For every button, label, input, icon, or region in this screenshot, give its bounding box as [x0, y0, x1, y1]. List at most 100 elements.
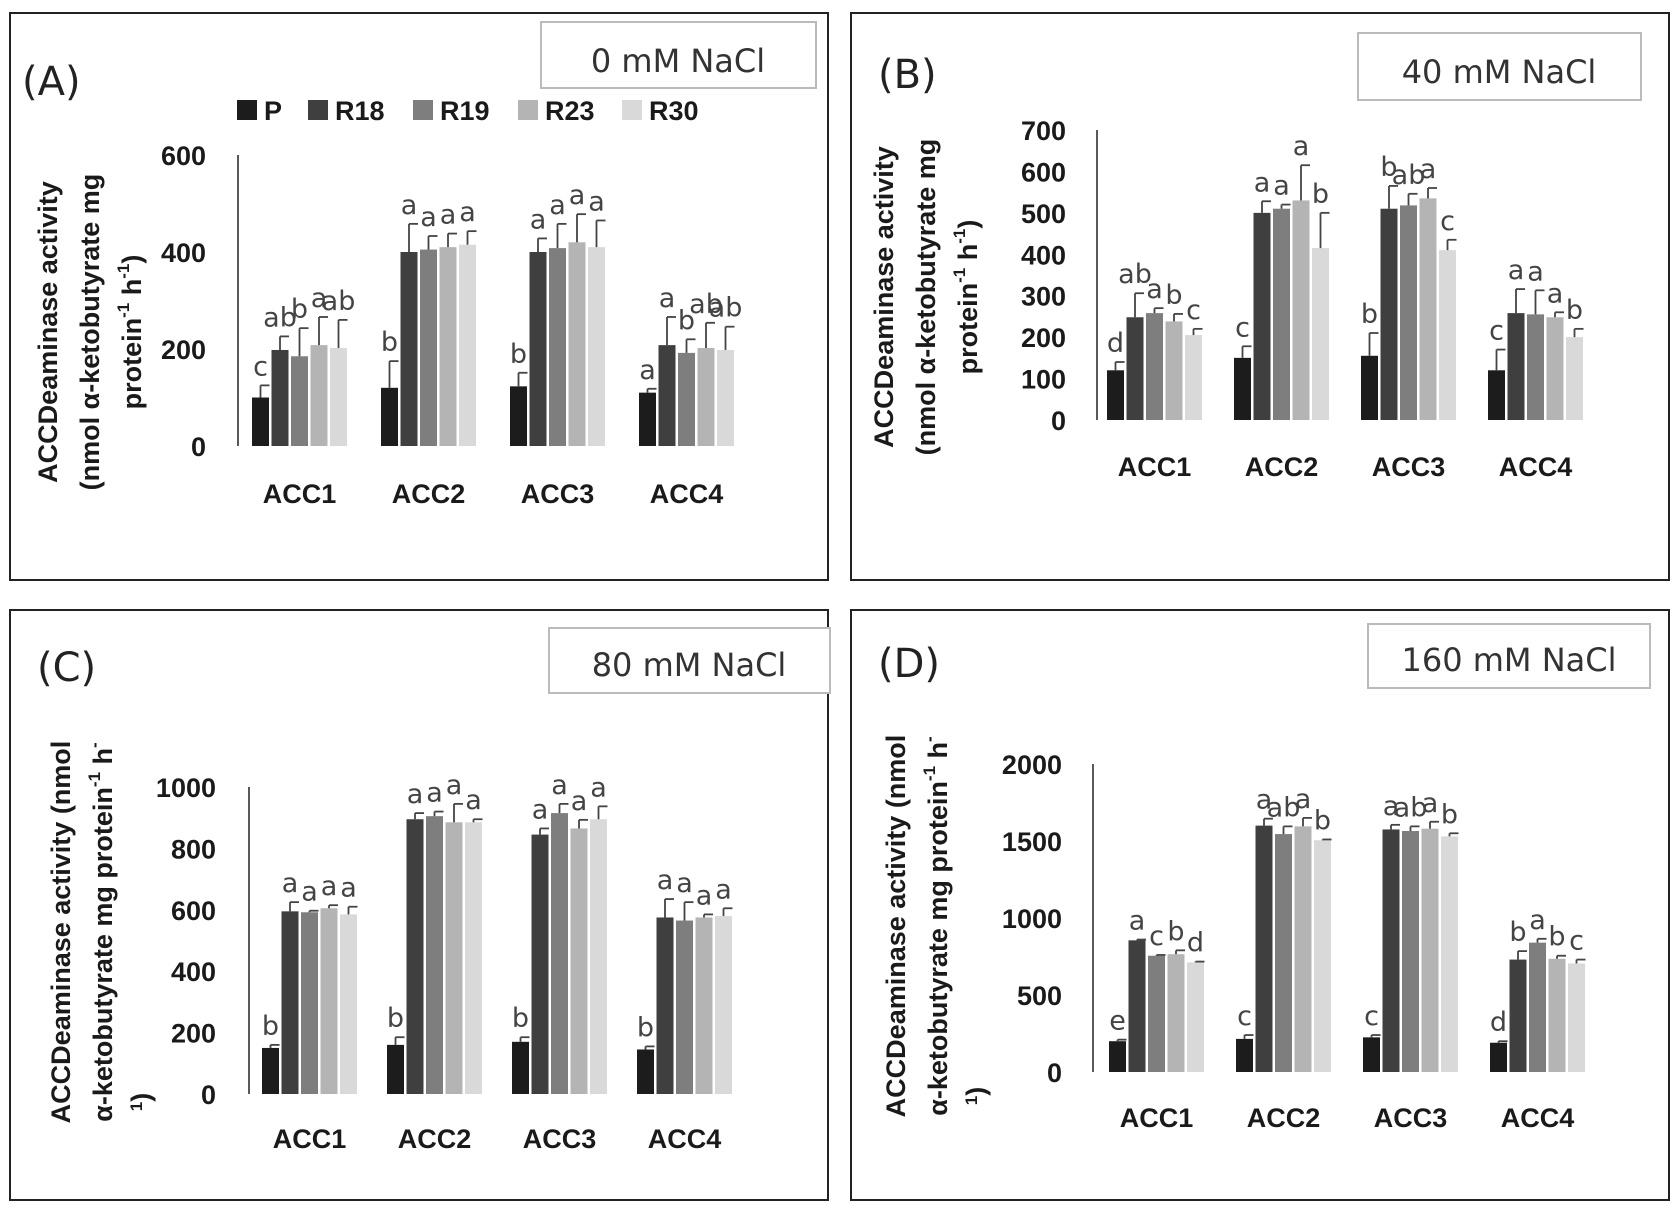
- panel-d-bar-acc3-r23: [1421, 828, 1439, 1072]
- panel-a-letter-acc1-p: c: [253, 351, 268, 382]
- panel-c-letter-acc3-r19: a: [551, 770, 568, 801]
- panel-b-bar-acc4-r23: [1546, 317, 1564, 420]
- panel-b-ylabel-h: h: [953, 244, 983, 268]
- panel-a-title: 0 mM NaCl: [591, 42, 765, 80]
- panel-d-category-acc4: ACC4: [1501, 1103, 1575, 1133]
- panel-c-bar-acc4-r30: [715, 915, 732, 1094]
- panel-b-category-acc4: ACC4: [1499, 452, 1573, 482]
- panel-c-title: 80 mM NaCl: [592, 646, 787, 684]
- legend-label-p: P: [264, 96, 282, 126]
- panel-c-bar-acc1-r23: [320, 908, 338, 1094]
- panel-a-letter-acc2-r19: a: [420, 202, 437, 233]
- panel-d-letter-acc4-p: d: [1490, 1007, 1507, 1038]
- panel-b-letter-acc1-r18: ab: [1118, 259, 1152, 290]
- panel-a-ylabel-protein: protein: [117, 318, 147, 410]
- panel-b-bar-acc3-r23: [1419, 198, 1437, 420]
- panel-a-ylabel-line3: protein-1 h-1): [114, 255, 147, 410]
- panel-c-bar-acc1-r18: [281, 911, 299, 1094]
- panel-a-title-box: [540, 21, 817, 89]
- panel-b-category-acc2: ACC2: [1245, 452, 1319, 482]
- legend-label-r30: R30: [649, 96, 699, 126]
- panel-a-bar-acc3-r19: [549, 248, 566, 446]
- panel-c-label: (C): [37, 645, 96, 691]
- panel-d-ytick-0: 0: [1047, 1058, 1062, 1088]
- panel-a-frame: [9, 12, 829, 581]
- panel-b-letter-acc2-r19: a: [1273, 171, 1290, 202]
- panel-c-bar-acc2-r30: [465, 822, 482, 1094]
- panel-d-bar-acc1-r19: [1148, 955, 1165, 1072]
- panel-c-ylabel-close: ): [126, 1093, 156, 1102]
- panel-b-bar-acc2-r19: [1273, 208, 1290, 420]
- panel-a-bar-acc2-r18: [400, 252, 418, 446]
- panel-d-ytick-500: 500: [1017, 981, 1062, 1011]
- panel-d-letter-acc2-p: c: [1237, 1001, 1252, 1032]
- panel-c-ytick-600: 600: [171, 896, 216, 926]
- panel-a-bar-acc3-r18: [529, 252, 547, 446]
- panel-d-bar-acc4-r23: [1548, 958, 1566, 1072]
- panel-d-letter-acc2-r19: ab: [1267, 792, 1301, 823]
- panel-a-letter-acc1-r19: b: [291, 294, 308, 325]
- panel-c-letter-acc1-r18: a: [282, 868, 299, 899]
- panel-b-ylabel-close: ): [953, 220, 983, 229]
- panel-b-category-acc3: ACC3: [1372, 452, 1446, 482]
- panel-b-bar-acc3-p: [1361, 355, 1378, 420]
- panel-a-bar-acc4-r18: [658, 345, 676, 446]
- legend-label-r23: R23: [545, 96, 595, 126]
- panel-d-letter-acc1-r18: a: [1129, 906, 1146, 937]
- legend-item-r23: R23: [518, 96, 595, 126]
- panel-d-letter-acc1-r30: d: [1187, 928, 1204, 959]
- legend-item-r30: R30: [622, 96, 699, 126]
- panel-a-bar-acc3-p: [510, 386, 527, 446]
- panel-c-ytick-200: 200: [171, 1019, 216, 1049]
- panel-c-letter-acc4-r23: a: [696, 880, 713, 911]
- panel-c-category-acc1: ACC1: [273, 1124, 347, 1154]
- panel-a-letter-acc2-p: b: [381, 327, 398, 358]
- panel-b-ytick-200: 200: [1021, 323, 1066, 353]
- panel-b-letter-acc3-r30: c: [1440, 206, 1455, 237]
- panel-b-bar-acc1-r23: [1165, 321, 1183, 420]
- panel-b-ylabel-line1: ACCDeaminase activity: [869, 146, 899, 448]
- panel-b-ylabel-line3: protein-1 h-1): [950, 220, 983, 375]
- panel-a-ytick-600: 600: [161, 141, 206, 171]
- panel-a-letter-acc2-r18: a: [401, 190, 418, 221]
- panel-b-ytick-700: 700: [1021, 116, 1066, 146]
- panel-c-ylabel-h: h: [88, 748, 118, 772]
- panel-b-letter-acc4-r23: a: [1547, 278, 1564, 309]
- panel-a-bar-acc2-r23: [439, 247, 457, 446]
- panel-d-bar-acc4-p: [1490, 1042, 1507, 1072]
- panel-a-letter-acc4-r30: ab: [709, 293, 743, 324]
- panel-b-ylabel-line2: (nmol α-ketobutyrate mg: [911, 139, 941, 456]
- panel-b-letter-acc3-p: b: [1361, 299, 1378, 330]
- panel-a-letter-acc1-r18: ab: [263, 302, 297, 333]
- panel-b-ytick-500: 500: [1021, 199, 1066, 229]
- panel-d-bar-acc1-r18: [1128, 940, 1146, 1072]
- panel-d-letter-acc2-r30: b: [1314, 805, 1331, 836]
- panel-a-letter-acc2-r30: a: [459, 197, 476, 228]
- panel-b-letter-acc2-r18: a: [1254, 167, 1271, 198]
- panel-c-bar-acc1-r19: [301, 912, 318, 1094]
- panel-b-ytick-300: 300: [1021, 282, 1066, 312]
- panel-a-bar-acc1-r30: [330, 348, 347, 446]
- panel-d-ylabel-close: ): [961, 1087, 991, 1096]
- legend: P R18 R19 R23 R30: [237, 96, 699, 126]
- panel-b-letter-acc1-r30: c: [1186, 295, 1201, 326]
- panel-c-bar-acc4-p: [637, 1049, 654, 1094]
- panel-c-letter-acc2-p: b: [387, 1003, 404, 1034]
- panel-d-title-box: [1367, 623, 1651, 689]
- panel-a-ytick-0: 0: [191, 432, 206, 462]
- panel-b-ylabel-sup2: -1: [950, 229, 969, 244]
- legend-swatch-r18: [308, 100, 328, 120]
- panel-b-letter-acc1-r23: b: [1165, 280, 1182, 311]
- panel-c-letter-acc2-r30: a: [465, 785, 482, 816]
- panel-d-bar-acc2-r18: [1255, 825, 1273, 1072]
- panel-d-letter-acc3-p: c: [1364, 1001, 1379, 1032]
- panel-d-letter-acc1-r19: c: [1149, 921, 1164, 952]
- panel-c-ylabel-sup1: -1: [85, 772, 104, 787]
- panel-c-bar-acc3-p: [512, 1041, 529, 1094]
- panel-b-frame: [850, 12, 1670, 581]
- panel-c-ylabel-line1: ACCDeaminase activity (nmol: [46, 741, 76, 1124]
- legend-label-r19: R19: [440, 96, 490, 126]
- panel-b-letter-acc2-r23: a: [1293, 131, 1310, 162]
- panel-d-category-acc1: ACC1: [1120, 1103, 1194, 1133]
- panel-b-letter-acc4-r30: b: [1566, 295, 1583, 326]
